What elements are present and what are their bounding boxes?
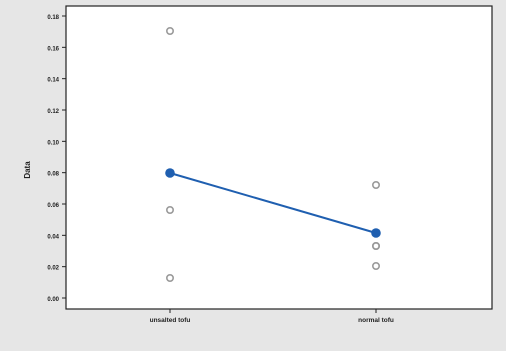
y-tick-label: 0.16 xyxy=(47,46,59,52)
data-point xyxy=(371,261,380,270)
y-tick-label: 0.18 xyxy=(47,15,59,21)
x-axis: unsalted tofu normal tofu xyxy=(150,309,394,324)
data-point xyxy=(371,181,380,190)
plot-area xyxy=(65,5,493,310)
y-tick-label: 0.00 xyxy=(47,297,59,303)
data-point xyxy=(371,242,380,251)
individual-points xyxy=(166,26,380,282)
data-point xyxy=(166,273,175,282)
data-point xyxy=(166,206,175,215)
x-tick-label: unsalted tofu xyxy=(150,317,191,324)
data-point xyxy=(166,26,175,35)
mean-connector-line xyxy=(169,172,377,234)
x-tick-label: normal tofu xyxy=(358,317,394,324)
y-axis: 0.00 0.02 0.04 0.06 0.08 0.10 0.12 0.14 0.16 0.18 xyxy=(47,15,66,303)
y-tick-label: 0.04 xyxy=(47,234,59,240)
y-axis-label: Data xyxy=(23,161,32,179)
mean-series xyxy=(165,168,381,238)
mean-marker xyxy=(371,228,381,238)
y-tick-label: 0.02 xyxy=(47,266,59,272)
y-tick-label: 0.12 xyxy=(47,109,59,115)
y-tick-label: 0.10 xyxy=(47,140,59,146)
y-tick-label: 0.06 xyxy=(47,203,59,209)
mean-marker xyxy=(165,168,175,178)
y-tick-label: 0.14 xyxy=(47,78,59,84)
y-tick-label: 0.08 xyxy=(47,172,59,178)
